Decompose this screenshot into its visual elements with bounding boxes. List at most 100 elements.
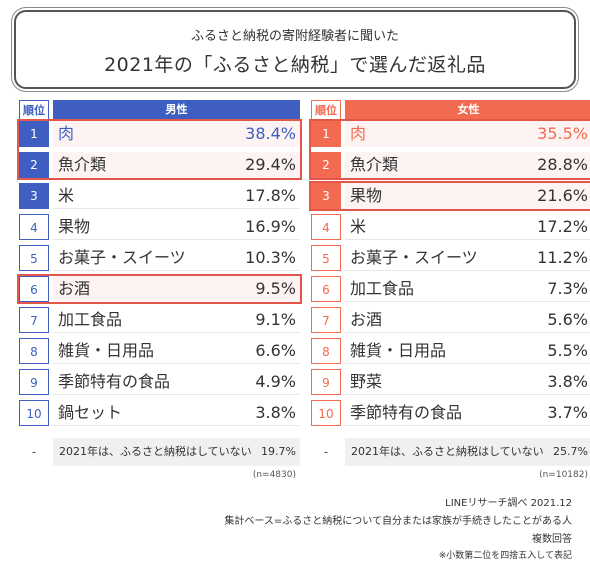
table-row: お菓子・スイーツ 11.2% (345, 245, 590, 271)
none-value: 19.7% (261, 445, 296, 458)
table-row: お酒 9.5% (53, 276, 300, 302)
rank-cell: 7 (19, 307, 49, 333)
item-label: お酒 (350, 310, 383, 329)
footer-note: ※小数第二位を四捨五入して表記 (438, 551, 572, 561)
item-value: 5.5% (547, 341, 588, 360)
item-value: 9.5% (255, 279, 296, 298)
rank-cell: 8 (19, 338, 49, 364)
rank-cell: 8 (311, 338, 341, 364)
none-row: 2021年は、ふるさと納税はしていない 19.7% (53, 438, 300, 466)
rank-cell: 5 (311, 245, 341, 271)
table-row: 果物 16.9% (53, 214, 300, 240)
item-value: 5.6% (547, 310, 588, 329)
rank-cell: 5 (19, 245, 49, 271)
item-label: 米 (58, 186, 75, 205)
item-value: 10.3% (245, 248, 296, 267)
item-label: お酒 (58, 279, 91, 298)
table-row: 肉 38.4% (53, 121, 300, 147)
item-label: 雑貨・日用品 (58, 341, 155, 360)
none-label: 2021年は、ふるさと納税はしていない (59, 445, 252, 458)
item-label: 魚介類 (350, 155, 399, 174)
item-label: 野菜 (350, 372, 383, 391)
item-value: 17.8% (245, 186, 296, 205)
chart-title: 2021年の「ふるさと納税」で選んだ返礼品 (104, 54, 486, 76)
rank-header: 順位 (311, 100, 341, 120)
item-value: 17.2% (537, 217, 588, 236)
none-value: 25.7% (553, 445, 588, 458)
item-value: 3.8% (255, 403, 296, 422)
chart-subtitle: ふるさと納税の寄附経験者に聞いた (190, 29, 399, 44)
item-value: 28.8% (537, 155, 588, 174)
table-row: 雑貨・日用品 5.5% (345, 338, 590, 364)
rank-cell: 1 (19, 121, 49, 147)
item-value: 11.2% (537, 248, 588, 267)
item-label: お菓子・スイーツ (350, 248, 478, 267)
item-label: 果物 (58, 217, 91, 236)
table-female: 順位 女性 1 肉 35.5% 2 魚介類 28.8% 3 果物 21.6% 4 米 17.2% 5 お菓子・… (309, 100, 590, 480)
rank-cell: 2 (19, 152, 49, 178)
none-label: 2021年は、ふるさと納税はしていない (351, 445, 544, 458)
item-value: 6.6% (255, 341, 296, 360)
table-row: 季節特有の食品 4.9% (53, 369, 300, 395)
table-row: 肉 35.5% (345, 121, 590, 147)
item-label: 鍋セット (58, 403, 123, 422)
rank-cell: 9 (311, 369, 341, 395)
table-row: 加工食品 7.3% (345, 276, 590, 302)
rank-cell: 3 (19, 183, 49, 209)
item-value: 9.1% (255, 310, 296, 329)
item-label: 魚介類 (58, 155, 107, 174)
footer-multi: 複数回答 (532, 534, 572, 545)
item-value: 16.9% (245, 217, 296, 236)
item-value: 38.4% (245, 124, 296, 143)
table-row: 魚介類 29.4% (53, 152, 300, 178)
table-row: 魚介類 28.8% (345, 152, 590, 178)
rank-cell: 9 (19, 369, 49, 395)
item-value: 4.9% (255, 372, 296, 391)
rank-cell: 2 (311, 152, 341, 178)
rank-cell: 4 (19, 214, 49, 240)
rank-cell: 1 (311, 121, 341, 147)
none-row: 2021年は、ふるさと納税はしていない 25.7% (345, 438, 590, 466)
table-row: お酒 5.6% (345, 307, 590, 333)
rank-cell: 6 (19, 276, 49, 302)
item-value: 35.5% (537, 124, 588, 143)
item-label: 加工食品 (350, 279, 415, 298)
table-row: 季節特有の食品 3.7% (345, 400, 590, 426)
item-label: 加工食品 (58, 310, 123, 329)
rank-cell: 6 (311, 276, 341, 302)
table-row: 鍋セット 3.8% (53, 400, 300, 426)
sample-size: (n=4830) (252, 470, 296, 480)
item-label: 肉 (350, 124, 367, 143)
group-header: 男性 (53, 100, 300, 120)
footer-source: LINEリサーチ調べ 2021.12 (445, 498, 572, 509)
item-label: お菓子・スイーツ (58, 248, 186, 267)
item-value: 29.4% (245, 155, 296, 174)
item-label: 季節特有の食品 (58, 372, 171, 391)
none-rank: - (323, 445, 329, 459)
item-label: 果物 (350, 186, 383, 205)
table-row: 雑貨・日用品 6.6% (53, 338, 300, 364)
table-row: 米 17.2% (345, 214, 590, 240)
item-value: 21.6% (537, 186, 588, 205)
sample-size: (n=10182) (539, 470, 588, 480)
rank-cell: 7 (311, 307, 341, 333)
item-label: 雑貨・日用品 (350, 341, 447, 360)
item-label: 肉 (58, 124, 75, 143)
none-rank: - (31, 445, 37, 459)
item-value: 3.7% (547, 403, 588, 422)
group-header: 女性 (345, 100, 590, 120)
title-box: ふるさと納税の寄附経験者に聞いた 2021年の「ふるさと納税」で選んだ返礼品 (14, 10, 576, 89)
table-row: 加工食品 9.1% (53, 307, 300, 333)
table-row: 果物 21.6% (345, 183, 590, 209)
item-value: 3.8% (547, 372, 588, 391)
rank-cell: 10 (19, 400, 49, 426)
rank-cell: 10 (311, 400, 341, 426)
rank-cell: 4 (311, 214, 341, 240)
item-label: 季節特有の食品 (350, 403, 463, 422)
item-value: 7.3% (547, 279, 588, 298)
rank-header: 順位 (19, 100, 49, 120)
table-row: 野菜 3.8% (345, 369, 590, 395)
item-label: 米 (350, 217, 367, 236)
table-row: 米 17.8% (53, 183, 300, 209)
table-male: 順位 男性 1 肉 38.4% 2 魚介類 29.4% 3 米 17.8% 4 果物 16.9% 5 お菓子・… (17, 100, 302, 480)
